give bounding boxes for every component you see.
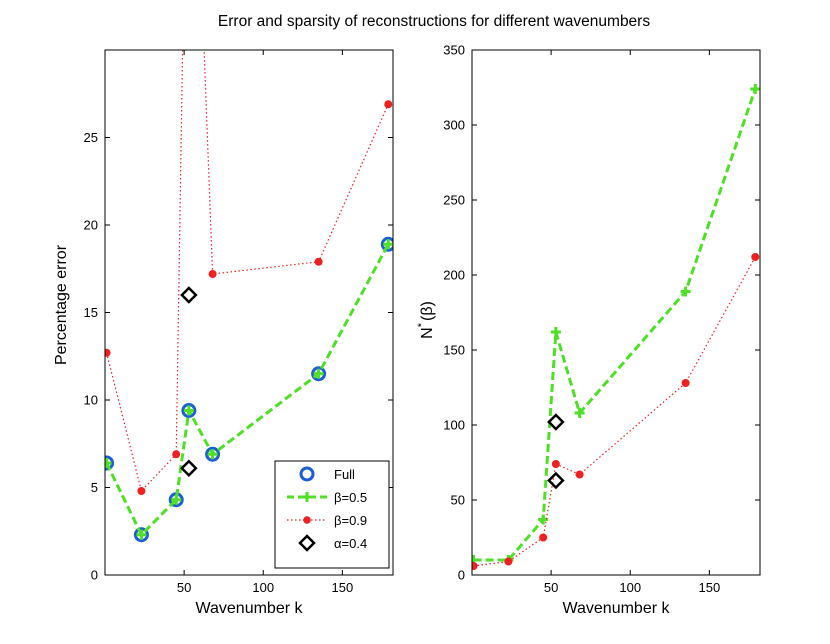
legend-full-marker bbox=[299, 466, 315, 482]
right-ytick-label: 150 bbox=[443, 343, 465, 358]
legend: Full β=0.5 β=0.9 α=0.4 bbox=[274, 460, 390, 569]
legend-box bbox=[274, 460, 390, 569]
left-ytick-label: 20 bbox=[84, 218, 98, 233]
left-beta09-point bbox=[172, 450, 181, 459]
right-ylabel-tail: (β) bbox=[419, 301, 436, 321]
right-ytick-label: 300 bbox=[443, 118, 465, 133]
left-xlabel: Wavenumber k bbox=[196, 600, 304, 617]
left-ticks-layer: 50 100 150 0 5 10 15 20 25 bbox=[84, 50, 393, 595]
right-ylabel: N*(β) bbox=[416, 301, 436, 339]
left-ytick-label: 25 bbox=[84, 130, 98, 145]
legend-full-label: Full bbox=[334, 467, 355, 482]
right-ytick-label: 350 bbox=[443, 43, 465, 58]
left-full-point bbox=[181, 403, 197, 418]
right-beta05-point bbox=[574, 408, 585, 418]
right-plot-frame bbox=[471, 49, 761, 576]
right-panel: 50 100 150 0 50 100 150 200 250 300 350 Wavenumber… bbox=[416, 43, 761, 617]
left-xtick-label: 150 bbox=[332, 580, 354, 595]
figure-title: Error and sparsity of reconstructions fo… bbox=[218, 13, 650, 30]
right-beta09-point bbox=[575, 470, 584, 479]
legend-alpha-marker bbox=[298, 534, 316, 552]
left-beta09-point bbox=[105, 348, 111, 357]
left-beta05-point bbox=[105, 458, 112, 468]
left-ytick-label: 5 bbox=[91, 480, 98, 495]
left-beta05-point bbox=[313, 368, 324, 379]
right-beta09-point bbox=[681, 379, 690, 387]
left-beta09-point bbox=[137, 487, 146, 495]
left-alpha-point bbox=[180, 459, 198, 478]
left-beta05-point bbox=[383, 239, 393, 250]
right-alpha-point bbox=[547, 413, 565, 431]
right-beta05-point bbox=[680, 286, 691, 297]
right-xlabel: Wavenumber k bbox=[563, 600, 671, 617]
left-xtick-label: 50 bbox=[177, 580, 191, 595]
right-series-layer bbox=[472, 84, 760, 570]
left-beta09-point bbox=[384, 100, 393, 109]
left-beta05-point bbox=[136, 529, 147, 540]
left-ytick-label: 15 bbox=[84, 305, 98, 320]
right-ytick-label: 0 bbox=[458, 568, 465, 583]
right-beta09-point bbox=[539, 533, 548, 542]
left-ylabel: Percentage error bbox=[53, 244, 70, 365]
right-beta05-point bbox=[750, 84, 760, 94]
left-full-point bbox=[133, 527, 149, 543]
left-beta09-line bbox=[106, 50, 389, 493]
left-full-point bbox=[105, 455, 115, 471]
left-series-beta09 bbox=[105, 50, 393, 495]
right-ytick-label: 50 bbox=[451, 493, 465, 508]
left-beta05-point bbox=[207, 449, 218, 460]
legend-beta09-label: β=0.9 bbox=[334, 513, 367, 528]
right-series-alpha bbox=[547, 413, 565, 490]
left-full-point bbox=[380, 236, 393, 252]
right-beta05-point bbox=[538, 514, 549, 525]
left-ytick-label: 10 bbox=[84, 393, 98, 408]
right-beta09-point bbox=[551, 460, 560, 468]
right-beta09-point bbox=[504, 557, 513, 566]
right-beta09-point bbox=[751, 253, 760, 261]
left-alpha-point bbox=[180, 286, 198, 304]
right-xtick-label: 50 bbox=[544, 580, 558, 595]
legend-beta09-marker bbox=[303, 516, 311, 524]
right-beta09-point bbox=[472, 562, 478, 570]
left-ytick-label: 0 bbox=[91, 568, 98, 583]
right-ylabel-main: N bbox=[419, 327, 436, 339]
right-beta05-line bbox=[473, 88, 757, 562]
right-ylabel-sup: * bbox=[416, 322, 428, 327]
left-beta05-point bbox=[183, 405, 194, 416]
left-beta05-point bbox=[171, 494, 182, 505]
right-ytick-label: 100 bbox=[443, 418, 465, 433]
left-series-beta05 bbox=[105, 239, 393, 540]
left-beta09-point bbox=[314, 257, 323, 266]
left-full-point bbox=[311, 366, 327, 382]
right-xtick-label: 150 bbox=[699, 580, 721, 595]
left-series-layer bbox=[105, 50, 393, 543]
legend-beta05-label: β=0.5 bbox=[334, 490, 367, 505]
left-beta09-point bbox=[208, 270, 217, 278]
right-ticks-layer: 50 100 150 0 50 100 150 200 250 300 350 bbox=[443, 43, 760, 595]
right-ytick-label: 200 bbox=[443, 268, 465, 283]
right-ytick-label: 250 bbox=[443, 193, 465, 208]
legend-beta05-marker bbox=[302, 492, 312, 502]
left-panel: 50 100 150 0 5 10 15 20 25 Wavenumber k Percenta… bbox=[53, 49, 394, 617]
left-full-point bbox=[205, 446, 221, 462]
right-series-beta05 bbox=[472, 84, 760, 565]
left-series-alpha bbox=[180, 286, 198, 478]
right-series-beta09 bbox=[472, 253, 760, 570]
right-xtick-label: 100 bbox=[619, 580, 641, 595]
right-beta09-line bbox=[473, 256, 756, 567]
left-xtick-label: 100 bbox=[252, 580, 274, 595]
right-beta05-point bbox=[550, 327, 561, 337]
legend-alpha-label: α=0.4 bbox=[334, 536, 367, 551]
right-alpha-point bbox=[547, 471, 565, 490]
